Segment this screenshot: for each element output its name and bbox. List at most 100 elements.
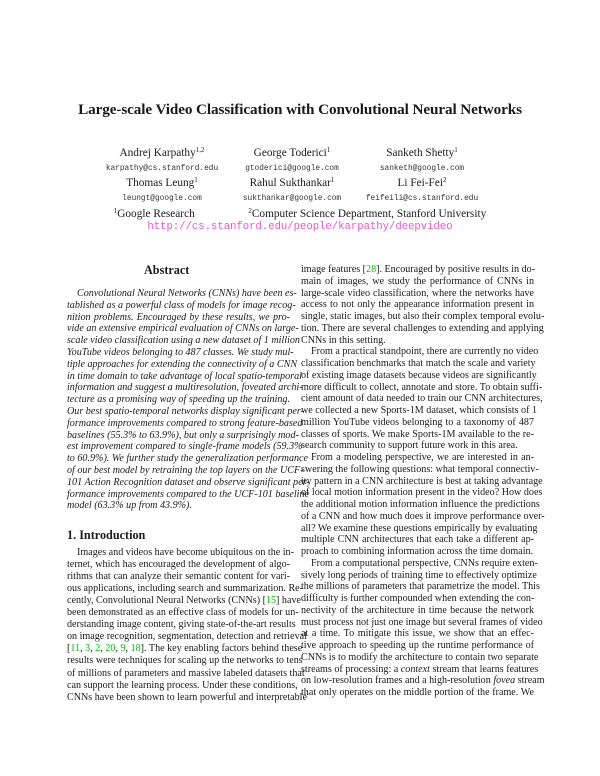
author-name-text: Rahul Sukthankar (249, 177, 331, 189)
citation-link[interactable]: 2 (95, 643, 101, 655)
text-line: million YouTube videos belonging to a ta… (301, 417, 534, 429)
text-segment: must process not just one image but seve… (301, 616, 543, 628)
text-segment: at a time. To mitigate this issue, we sh… (301, 628, 534, 640)
text-line: baselines (55.3% to 63.9%), but only a s… (67, 429, 299, 441)
text-line: Our best spatio-temporal networks displa… (67, 406, 304, 417)
author-email[interactable]: leungt@google.com (122, 195, 202, 203)
text-segment: ]. The key enabling factors behind these (140, 643, 303, 655)
text-line: derstanding image content, giving state-… (67, 619, 296, 631)
text-segment: single, static images, but also their co… (301, 311, 545, 322)
author-email[interactable]: gtoderici@google.com (245, 165, 339, 173)
text-segment: , (125, 643, 131, 655)
text-line: tecture as a promising way of speeding u… (67, 394, 290, 406)
text-segment: [ (67, 643, 71, 655)
text-segment: access to not only the appearance inform… (301, 299, 534, 311)
text-segment: can support the learning process. Under … (67, 679, 298, 691)
text-segment: multiple CNN architectures that each tak… (301, 534, 534, 546)
citation-link[interactable]: 18 (130, 643, 141, 655)
text-line: image features [28]. Encouraged by posit… (301, 264, 535, 276)
text-line: on low-resolution frames and a high-reso… (301, 675, 545, 687)
author-email[interactable]: sanketh@google.com (379, 165, 465, 173)
text-line: results were techniques for scaling up t… (67, 655, 303, 667)
text-line: of existing image datasets because video… (301, 370, 537, 382)
text-line: YouTube videos belonging to 487 classes.… (67, 347, 294, 358)
author-name-text: George Toderici (253, 147, 327, 159)
author-affiliation-marker: 2 (443, 176, 447, 184)
text-line: nectivity of the architecture in time be… (301, 605, 534, 617)
text-segment: derstanding image content, giving state-… (67, 619, 296, 631)
text-segment: streams of processing: a (301, 663, 401, 675)
text-segment: we collected a new Sports-1M dataset, wh… (301, 405, 538, 416)
text-segment: cient amount of data needed to train our… (301, 393, 543, 405)
author-name-text: Andrej Karpathy (119, 147, 196, 159)
text-line: classification benchmarks that match the… (301, 358, 536, 370)
text-segment: on image recognition, segmentation, dete… (67, 631, 307, 643)
text-line: ity pattern in a CNN architecture is bes… (301, 476, 543, 488)
text-segment: been demonstrated as an effective class … (67, 607, 299, 619)
text-line: the additional motion information influe… (301, 499, 540, 511)
affiliation-1: Google Research (117, 208, 195, 220)
citation-link[interactable]: 9 (120, 643, 126, 655)
text-line: CNNs have been shown to learn powerful a… (67, 692, 307, 704)
text-line: we collected a new Sports-1M dataset, wh… (301, 405, 538, 417)
author-email[interactable]: karpathy@cs.stanford.edu (105, 165, 219, 173)
text-line: From a modeling perspective, we are inte… (311, 452, 534, 464)
text-segment: all? We examine these questions empirica… (301, 522, 538, 534)
text-line: large-scale video classification, where … (301, 288, 534, 300)
text-segment: , (115, 643, 121, 655)
text-line: single, static images, but also their co… (301, 311, 544, 323)
text-line: Convolutional Neural Networks (CNNs) hav… (77, 288, 297, 299)
text-line: est improvement compared to single-frame… (67, 441, 303, 453)
text-segment: classes of sports. We make Sports-1M ava… (301, 428, 534, 440)
citation-link[interactable]: 28 (366, 264, 377, 275)
text-segment: ternet, which has encouraged the develop… (67, 559, 290, 571)
author-affiliation-marker: 1,2 (195, 146, 205, 154)
author-email[interactable]: sukthankar@google.com (242, 195, 342, 203)
text-line: been demonstrated as an effective class … (67, 607, 299, 619)
affiliations: 1Google Research 2Computer Science Depar… (0, 207, 600, 220)
text-segment: From a practical standpoint, there are c… (311, 346, 539, 358)
author-name: Rahul Sukthankar1 (217, 176, 367, 189)
author-name: Li Fei-Fei2 (347, 176, 497, 189)
text-line: scale video classification using a new d… (67, 335, 300, 347)
text-line: CNNs in this setting. (301, 335, 534, 347)
author-name: Sanketh Shetty1 (347, 146, 497, 159)
text-line: 101 Action Recognition dataset and obser… (67, 476, 310, 488)
text-line: that only operates on the middle portion… (301, 687, 534, 699)
author-affiliation-marker: 1 (194, 176, 198, 184)
text-line: ous applications, including search and s… (67, 583, 303, 595)
text-segment: ] have (276, 595, 301, 607)
text-line: vide an extensive empirical evaluation o… (67, 323, 299, 335)
affiliation-2: Computer Science Department, Stanford Un… (251, 208, 487, 220)
author-name: George Toderici1 (217, 146, 367, 159)
text-line: difficulty is further compounded when ex… (301, 593, 534, 605)
author-email[interactable]: feifeili@cs.stanford.edu (365, 195, 479, 203)
text-line: information and suggest a multiresolutio… (67, 382, 303, 394)
text-segment: classification benchmarks that match the… (301, 358, 536, 369)
text-segment: nectivity of the architecture in time be… (301, 604, 534, 616)
paper-title: Large-scale Video Classification with Co… (78, 101, 522, 118)
citation-link[interactable]: 11 (70, 643, 81, 655)
citation-link[interactable]: 15 (265, 595, 277, 607)
abstract-heading: Abstract (144, 263, 190, 277)
text-segment: large-scale video classification, where … (301, 287, 534, 299)
text-line: [11, 3, 2, 20, 9, 18]. The key enabling … (67, 643, 302, 655)
text-segment: more difficult to collect, annotate and … (301, 381, 543, 393)
text-segment: rithms that can analyze their semantic c… (67, 571, 290, 583)
citation-link[interactable]: 20 (105, 643, 116, 655)
text-line: can support the learning process. Under … (67, 680, 298, 692)
text-line: streams of processing: a context stream … (301, 663, 538, 676)
text-line: proach to combining information across t… (301, 546, 534, 558)
text-line: multiple CNN architectures that each tak… (301, 534, 534, 546)
text-line: of millions of parameters and massive la… (67, 668, 305, 680)
author-affiliation-marker: 1 (330, 176, 335, 184)
text-line: of a CNN and how much does it improve pe… (301, 511, 545, 523)
text-line: model (63.3% up from 43.9%). (67, 500, 192, 512)
citation-link[interactable]: 3 (85, 643, 91, 655)
text-line: swering the following questions: what te… (301, 464, 539, 476)
project-url-link[interactable]: http://cs.stanford.edu/people/karpathy/d… (147, 221, 453, 233)
text-line: From a computational perspective, CNNs r… (311, 558, 538, 570)
text-line: search community to support future work … (301, 440, 534, 452)
text-segment: on low-resolution frames and a high-reso… (301, 675, 494, 687)
author-affiliation-marker: 1 (326, 146, 331, 154)
